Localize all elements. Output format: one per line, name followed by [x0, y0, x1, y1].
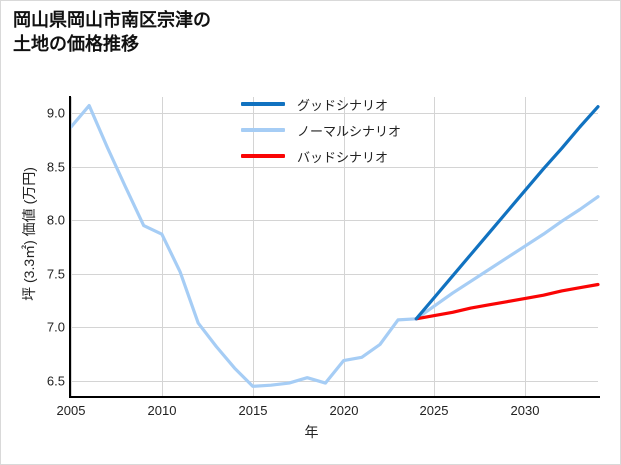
- gridline-x-2010: [162, 97, 163, 397]
- series-line: [69, 103, 600, 388]
- y-axis-title: 坪 (3.3㎡) 価値 (万円): [21, 167, 37, 301]
- x-tick-label: 2030: [510, 403, 540, 418]
- legend-item[interactable]: バッドシナリオ: [241, 143, 471, 169]
- legend-item[interactable]: グッドシナリオ: [241, 91, 471, 117]
- x-axis-title: 年: [304, 424, 319, 440]
- x-tick-label: 2015: [238, 403, 268, 418]
- series-lines: [69, 103, 600, 388]
- gridline-x-2005: [71, 97, 72, 397]
- legend-color-swatch: [241, 154, 285, 158]
- legend-color-swatch: [241, 102, 285, 106]
- gridline-y-6.5: [71, 381, 598, 382]
- plot-area: [69, 97, 600, 397]
- y-tick-label: 8.0: [46, 212, 65, 228]
- series-line: [414, 105, 600, 321]
- gridline-y-8.0: [71, 220, 598, 221]
- y-axis-spine: [69, 96, 71, 398]
- legend-item[interactable]: ノーマルシナリオ: [241, 117, 471, 143]
- x-tick-label: 2025: [419, 403, 449, 418]
- page-title: 岡山県岡山市南区宗津の 土地の価格推移: [13, 10, 211, 54]
- gridline-y-9.0: [71, 113, 598, 114]
- y-tick-label: 6.5: [46, 373, 65, 389]
- gridline-x-2025: [434, 97, 435, 397]
- series-line: [414, 282, 600, 321]
- y-tick-label: 7.0: [46, 319, 65, 335]
- legend-label: グッドシナリオ: [297, 97, 389, 113]
- gridline-x-2015: [253, 97, 254, 397]
- gridline-y-8.5: [71, 167, 598, 168]
- x-tick-label: 2005: [56, 403, 86, 418]
- x-axis-tick-labels: 2005 2010 2015 2020 2025 2030: [57, 401, 598, 421]
- y-tick-label: 9.0: [46, 105, 65, 121]
- y-axis-tick-labels: 6.5 7.0 7.5 8.0 8.5 9.0: [19, 97, 65, 397]
- x-axis-spine: [69, 396, 600, 398]
- x-tick-label: 2010: [147, 403, 177, 418]
- gridline-x-2020: [344, 97, 345, 397]
- y-tick-label: 7.5: [46, 266, 65, 282]
- legend-label: ノーマルシナリオ: [297, 123, 402, 139]
- legend-label: バッドシナリオ: [297, 149, 389, 165]
- gridline-y-7.0: [71, 327, 598, 328]
- y-tick-label: 8.5: [46, 159, 65, 175]
- gridline-y-7.5: [71, 274, 598, 275]
- chart-legend: グッドシナリオ ノーマルシナリオ バッドシナリオ: [241, 91, 471, 169]
- x-tick-label: 2020: [329, 403, 359, 418]
- legend-color-swatch: [241, 128, 285, 132]
